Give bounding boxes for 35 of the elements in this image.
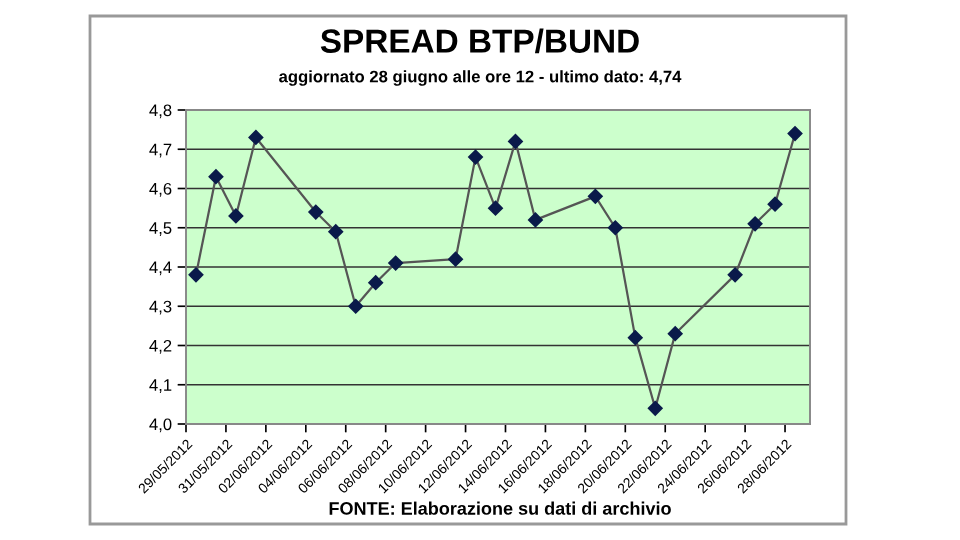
point bbox=[727, 267, 743, 283]
y-tick-label: 4,1 bbox=[149, 379, 172, 393]
point bbox=[787, 126, 803, 141]
point bbox=[228, 208, 244, 224]
point bbox=[528, 212, 543, 228]
y-tick-label: 4,2 bbox=[149, 339, 172, 354]
point bbox=[508, 134, 523, 149]
chart-subtitle: aggiornato 28 giugno alle ore 12 - ultimo dato: 4,74 bbox=[279, 70, 682, 86]
source-note: FONTE: Elaborazione su dati di archivio bbox=[329, 501, 671, 515]
point bbox=[208, 169, 224, 185]
point bbox=[747, 216, 763, 232]
point bbox=[667, 326, 683, 342]
y-tick-label: 4,5 bbox=[149, 222, 172, 236]
point bbox=[647, 401, 663, 416]
y-tick-label: 4,4 bbox=[149, 261, 172, 276]
point bbox=[248, 130, 264, 145]
point bbox=[308, 204, 324, 220]
point bbox=[348, 298, 364, 314]
point bbox=[767, 196, 783, 212]
point bbox=[188, 267, 204, 283]
point bbox=[628, 330, 643, 345]
y-tick-label: 4,6 bbox=[149, 182, 172, 197]
point bbox=[388, 255, 403, 271]
y-tick-label: 4,7 bbox=[149, 143, 172, 158]
point bbox=[608, 220, 623, 236]
point bbox=[368, 275, 383, 290]
point bbox=[468, 149, 483, 165]
point bbox=[588, 189, 603, 204]
point bbox=[488, 200, 503, 216]
y-tick-label: 4,0 bbox=[149, 418, 172, 433]
chart-title: SPREAD BTP/BUND bbox=[320, 28, 639, 54]
y-tick-label: 4,3 bbox=[149, 300, 172, 315]
point bbox=[328, 224, 344, 239]
y-tick-label: 4,8 bbox=[149, 104, 172, 119]
point bbox=[448, 251, 463, 267]
